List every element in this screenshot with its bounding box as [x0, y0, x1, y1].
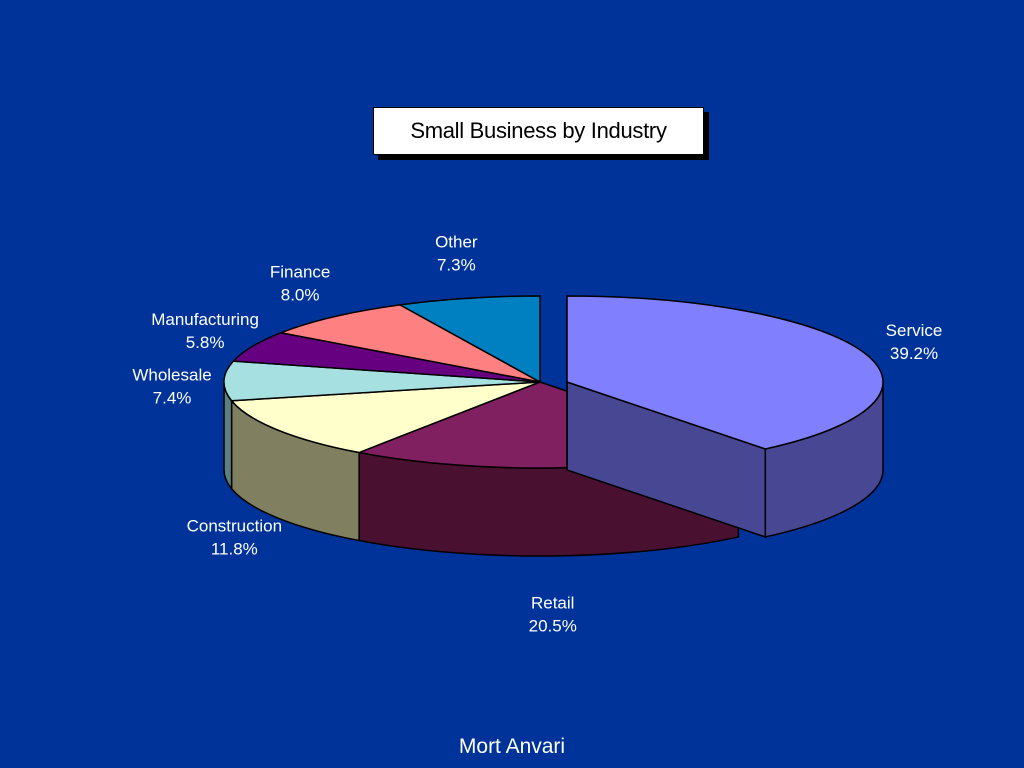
pie-slice-other — [397, 295, 541, 384]
slice-name: Retail — [531, 594, 574, 613]
pie-slice-top — [223, 360, 541, 402]
slice-label-manufacturing: Manufacturing 5.8% — [151, 310, 259, 352]
chart-title-box: Small Business by Industry — [373, 107, 704, 155]
slice-name: Manufacturing — [151, 310, 259, 329]
slice-value-label: 11.8% — [211, 540, 258, 559]
pie-slice-top — [566, 295, 884, 450]
slice-label-other: Other 7.3% — [435, 233, 478, 275]
pie-slice-top — [230, 381, 541, 454]
slice-label-service: Service 39.2% — [886, 321, 943, 363]
slice-label-finance: Finance 8.0% — [270, 262, 330, 304]
footer-author: Mort Anvari — [458, 735, 566, 758]
slice-name: Service — [886, 321, 943, 340]
slice-value-label: 8.0% — [281, 285, 320, 304]
slice-value-label: 7.3% — [437, 256, 476, 275]
slice-value-label: 39.2% — [890, 344, 938, 363]
slice-value-label: 20.5% — [529, 617, 577, 636]
slice-label-retail: Retail 20.5% — [529, 594, 577, 636]
pie-slice-wholesale — [223, 360, 541, 491]
pie-slice-top — [278, 304, 541, 383]
slice-value-label: 7.4% — [153, 388, 192, 407]
chart-title: Small Business by Industry — [410, 118, 667, 143]
slice-name: Construction — [187, 517, 282, 536]
slice-name: Other — [435, 233, 478, 252]
slice-name: Finance — [270, 262, 330, 281]
pie-slice-finance — [278, 304, 541, 383]
pie-slice-service — [566, 295, 884, 538]
slice-name: Wholesale — [132, 365, 211, 384]
pie-slice-top — [397, 295, 541, 384]
slice-label-construction: Construction 11.8% — [187, 517, 282, 559]
slice-label-wholesale: Wholesale 7.4% — [132, 365, 211, 407]
slice-value-label: 5.8% — [186, 333, 225, 352]
